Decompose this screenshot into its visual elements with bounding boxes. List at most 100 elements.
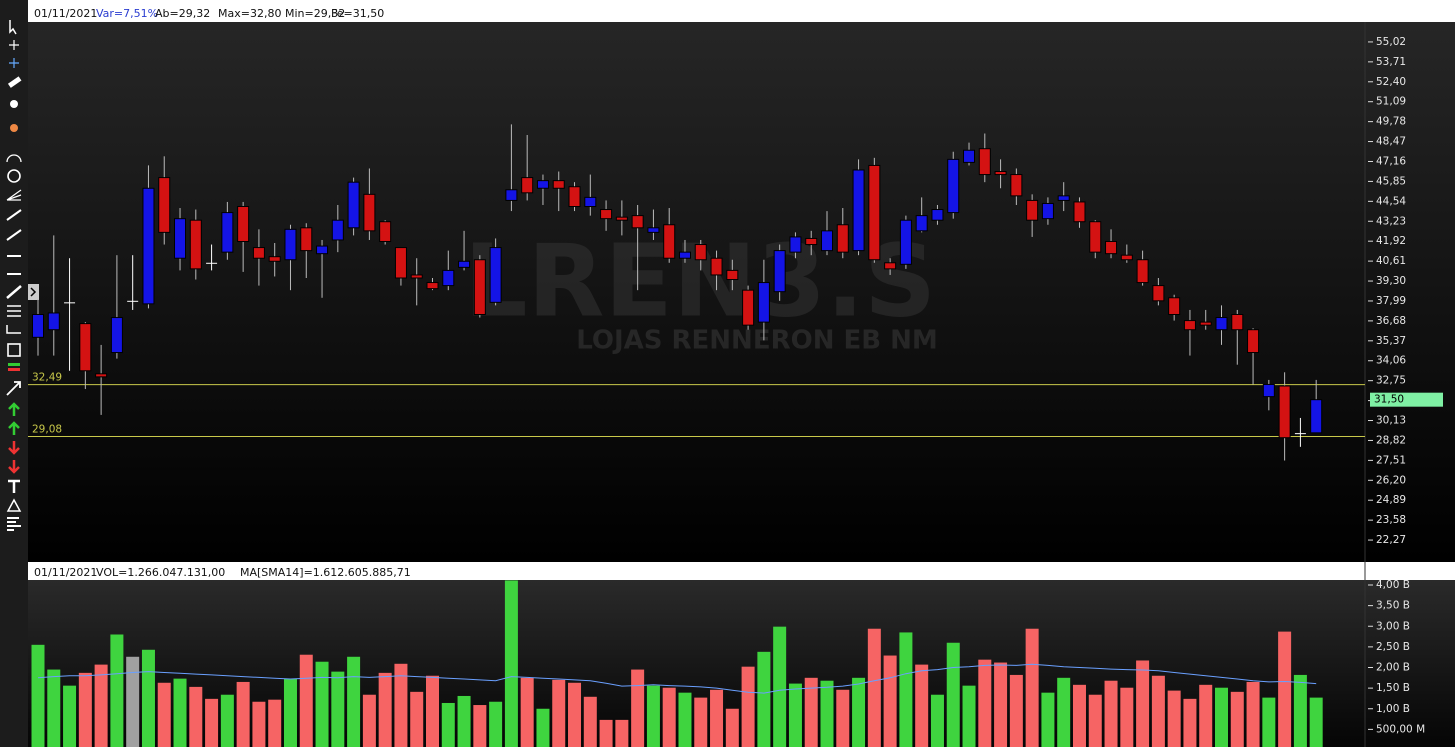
tool-circle[interactable] (7, 169, 21, 183)
candle-body (884, 262, 897, 270)
tool-sell[interactable] (8, 441, 20, 455)
volume-bar (1293, 674, 1307, 747)
candle-body (1105, 240, 1118, 255)
volume-bar (410, 691, 424, 747)
candle-body (663, 224, 676, 259)
volume-bar (1057, 677, 1071, 747)
tool-ruler[interactable] (7, 76, 22, 88)
tool-triangle[interactable] (6, 498, 22, 512)
y-tick-label: 3,00 B (1376, 620, 1410, 632)
tool-pointer[interactable] (9, 20, 17, 35)
volume-bar (1025, 628, 1039, 747)
tool-sell-stop[interactable] (8, 460, 20, 474)
candle-body (1294, 433, 1306, 435)
volume-bar (441, 702, 455, 747)
tool-rect[interactable] (7, 343, 21, 357)
volume-bar (394, 663, 408, 747)
tool-text[interactable] (8, 479, 20, 493)
horizontal-line-label: 32,49 (32, 372, 62, 384)
volume-bar (157, 682, 171, 747)
volume-bar (994, 662, 1008, 747)
volume-bar (773, 626, 787, 747)
candle-body (284, 228, 297, 261)
tool-plus[interactable] (9, 58, 19, 68)
tool-fibo[interactable] (6, 325, 21, 334)
tool-arrow[interactable] (6, 381, 21, 396)
candle-body (742, 289, 755, 326)
candle-body (1231, 314, 1244, 331)
volume-bar (31, 644, 45, 747)
volume-bar (1151, 675, 1165, 747)
tool-buy-stop[interactable] (8, 421, 20, 435)
candle-body (394, 247, 407, 279)
candle-body (221, 212, 234, 253)
volume-bar (899, 632, 913, 747)
volume-header-ma: MA[SMA14]=1.612.605.885,71 (240, 566, 411, 579)
volume-bar (504, 580, 518, 747)
tool-channel[interactable] (7, 305, 21, 317)
tool-line[interactable] (6, 209, 22, 221)
price-panel (28, 22, 1455, 562)
volume-bar (710, 689, 724, 747)
candle-body (1057, 195, 1070, 201)
candle-body (1073, 201, 1086, 223)
y-tick-label: 40,61 (1376, 255, 1406, 267)
volume-bar (883, 655, 897, 747)
candle-body (978, 148, 991, 176)
volume-bar (867, 628, 881, 747)
volume-bar (820, 680, 834, 747)
volume-bar (489, 701, 503, 747)
volume-bar (378, 672, 392, 747)
price-marks: 32,49 29,08 (28, 124, 1365, 461)
y-tick-label: 23,58 (1376, 514, 1406, 526)
last-price-box (1370, 392, 1443, 407)
volume-bar (1278, 631, 1292, 747)
y-tick-label: 55,02 (1376, 36, 1406, 48)
candle-body (773, 250, 786, 293)
volume-bar (63, 685, 77, 747)
volume-bar (725, 708, 739, 747)
y-tick-label: 45,85 (1376, 175, 1406, 187)
moving-average-line (37, 663, 1317, 694)
volume-bar (362, 694, 376, 747)
candle-body (206, 262, 218, 264)
candle-body (505, 189, 518, 201)
tool-segment[interactable] (6, 229, 22, 241)
watermark: LREN3.S (464, 222, 936, 339)
tool-fan[interactable] (6, 154, 22, 163)
volume-bar (788, 683, 802, 747)
candle-body (110, 317, 123, 354)
axes: 55,02 53,71 52,40 51,09 49,78 48,47 47,16 45,85… (1368, 36, 1443, 735)
tool-brush[interactable] (6, 285, 22, 299)
candle-body (805, 237, 818, 246)
volume-bar (678, 692, 692, 747)
volume-bar (804, 677, 818, 747)
candle-body (268, 256, 281, 262)
candle-body (237, 206, 250, 242)
volume-bar (946, 642, 960, 747)
candle-body (189, 219, 202, 270)
tool-hand[interactable] (10, 100, 18, 108)
tool-bands[interactable] (8, 363, 20, 366)
candle-body (1262, 383, 1275, 398)
volume-header-date: 01/11/2021 (34, 566, 97, 579)
panel-toggle[interactable] (28, 284, 39, 300)
tool-gann[interactable] (6, 189, 22, 201)
y-tick-label: 2,00 B (1376, 662, 1410, 674)
candle-body (174, 218, 187, 259)
candle-body (536, 180, 549, 189)
y-tick-label: 51,09 (1376, 96, 1406, 108)
tool-palette[interactable] (10, 124, 18, 132)
tool-cross[interactable] (9, 40, 19, 50)
candle-body (678, 251, 691, 259)
tool-list[interactable] (7, 517, 21, 531)
tool-buy[interactable] (8, 402, 20, 416)
candle-body (1310, 399, 1323, 434)
candle-body (1152, 285, 1165, 302)
volume-bar (426, 675, 439, 747)
volume-bar (536, 708, 550, 747)
y-tick-label: 4,00 B (1376, 579, 1410, 591)
candle-body (836, 224, 849, 253)
tool-hline[interactable] (7, 255, 21, 275)
